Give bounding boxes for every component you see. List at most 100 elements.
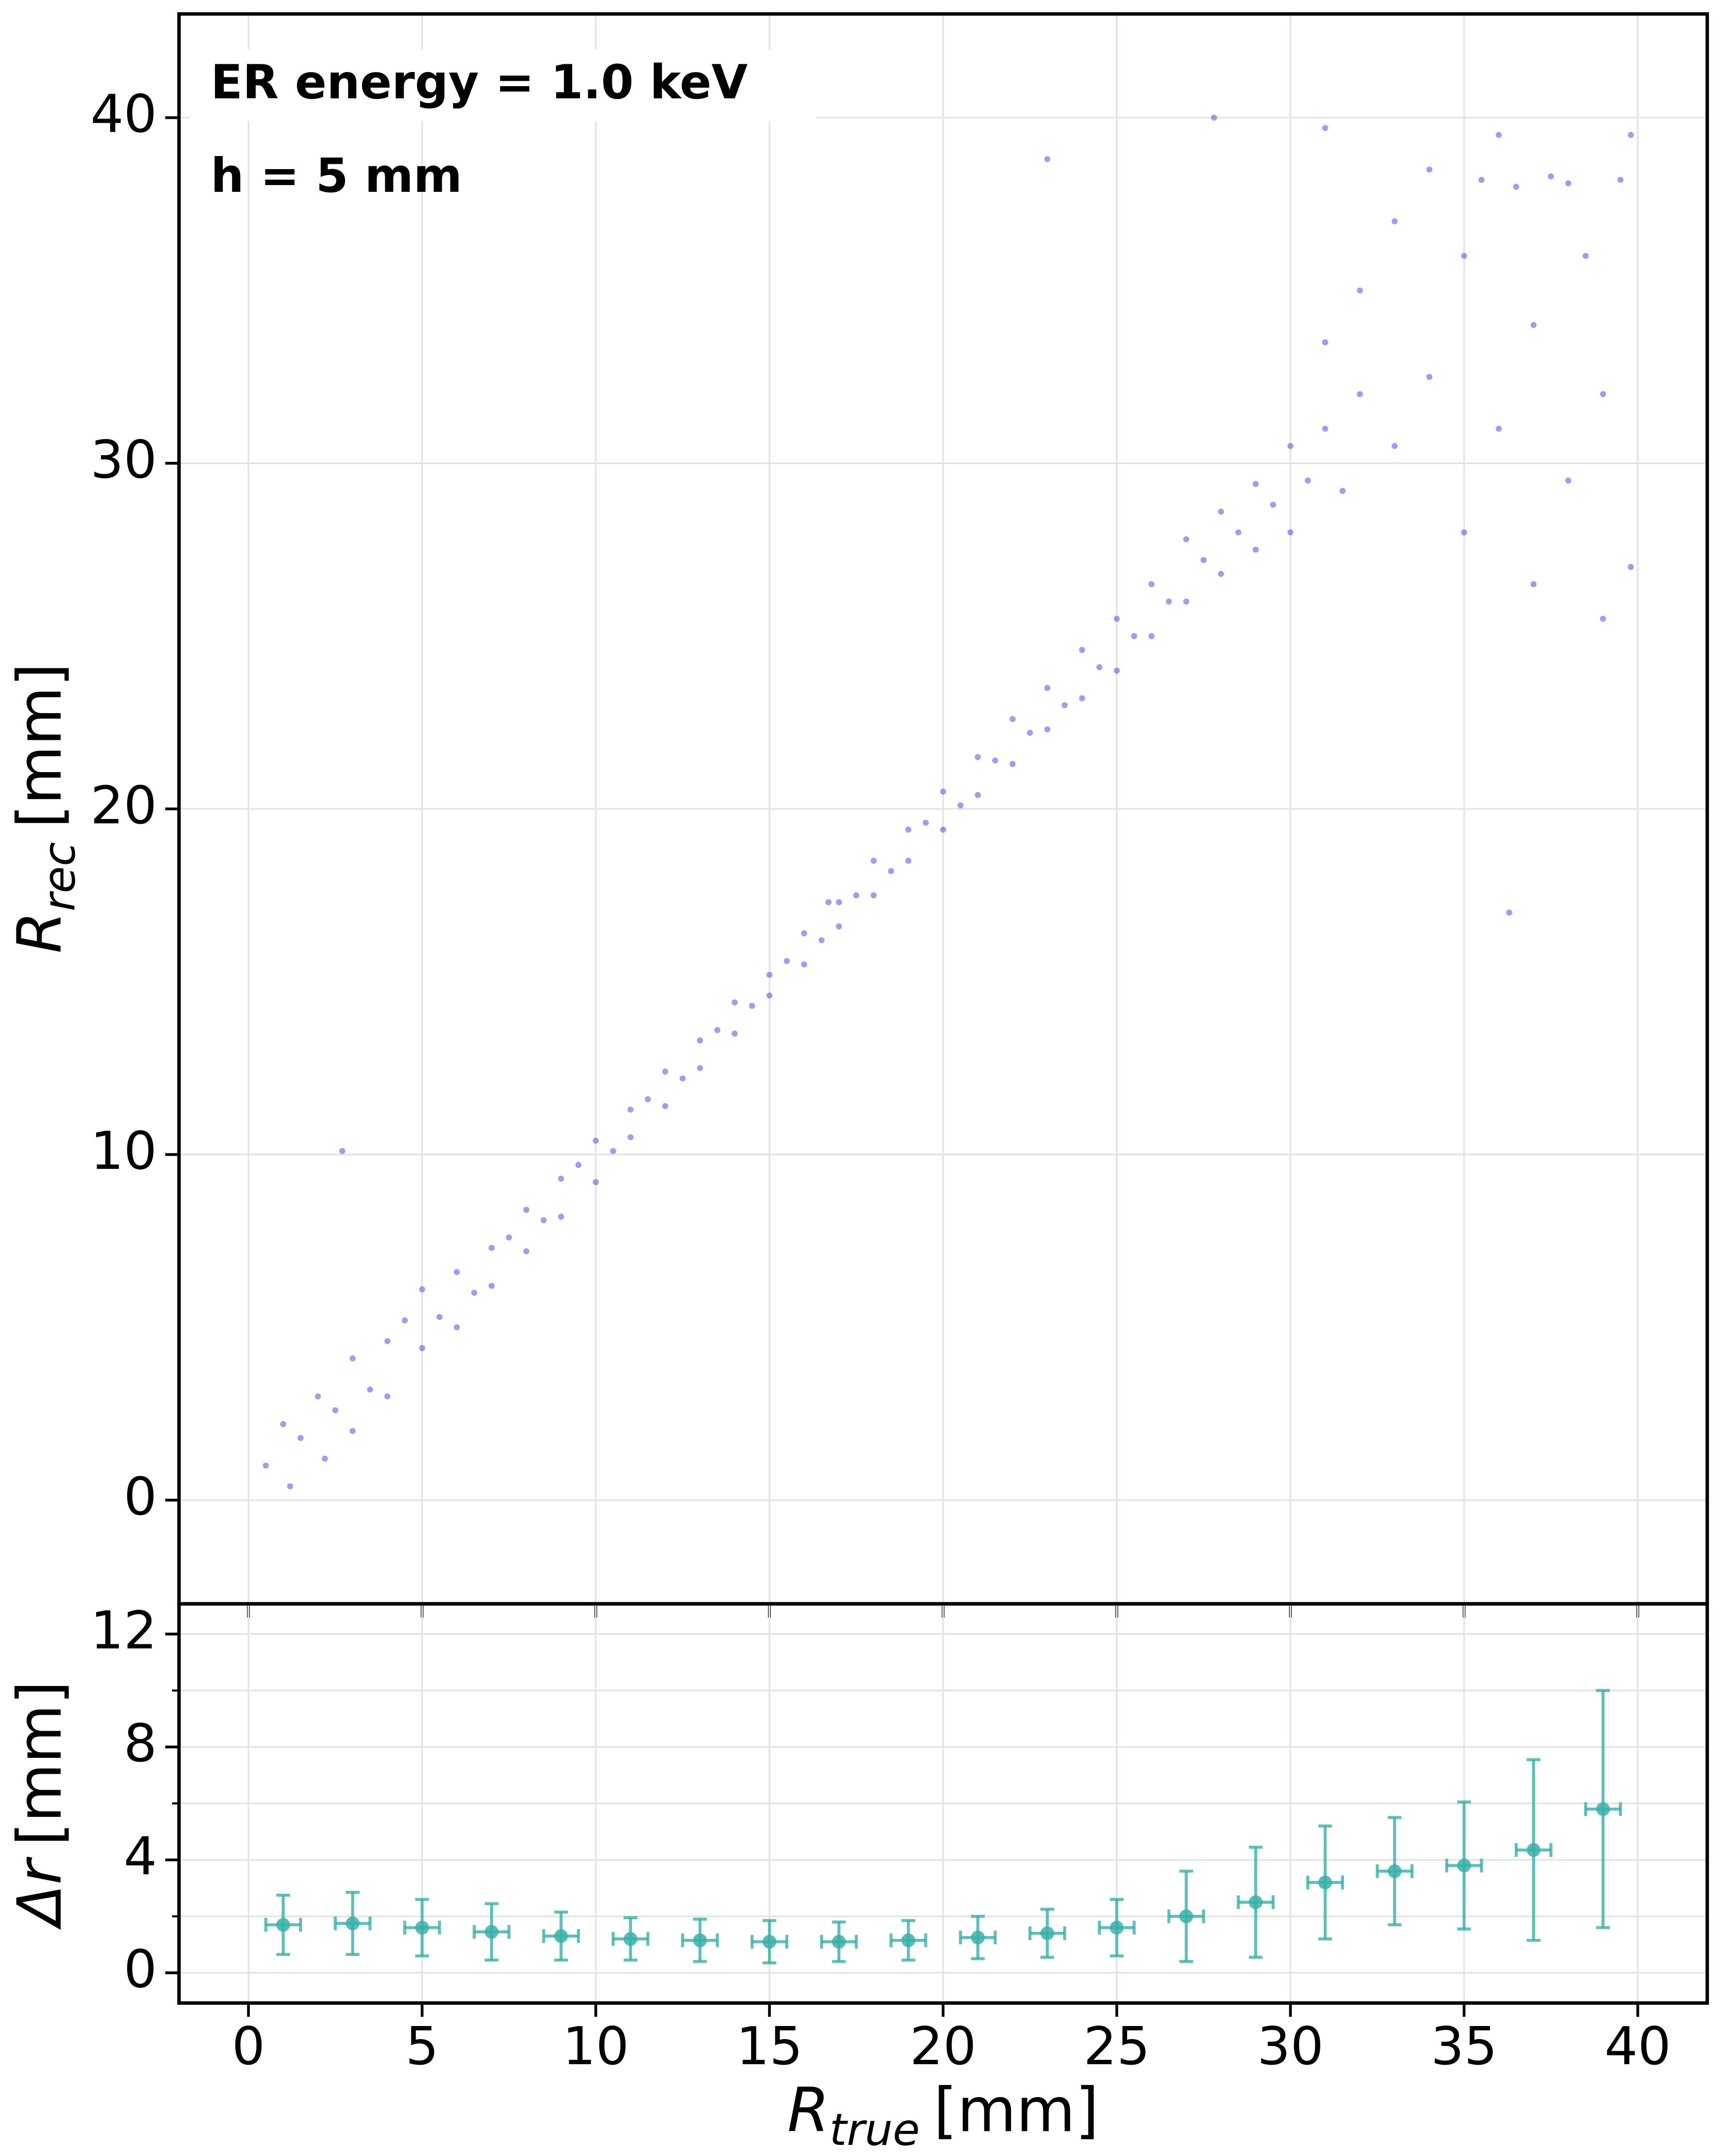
error-point	[1179, 1909, 1193, 1924]
scatter-point	[1218, 508, 1224, 515]
scatter-point	[627, 1134, 634, 1140]
scatter-point	[992, 757, 998, 764]
scatter-point	[402, 1317, 408, 1323]
scatter-point	[662, 1103, 668, 1109]
x-tick-label: 0	[232, 2016, 265, 2077]
y-tick-label: 4	[124, 1826, 157, 1887]
x-label-sub: true	[829, 2104, 920, 2156]
scatter-point	[680, 1075, 686, 1082]
scatter-point	[1252, 481, 1259, 487]
error-point	[1318, 1875, 1332, 1890]
error-point	[554, 1929, 568, 1943]
error-point	[971, 1930, 985, 1945]
scatter-point	[558, 1213, 564, 1220]
error-point	[762, 1935, 777, 1949]
scatter-point	[575, 1162, 582, 1168]
y-axis-label: Δr [mm]	[4, 1681, 75, 1930]
scatter-point	[1183, 598, 1189, 605]
y-label-base: R	[4, 911, 75, 953]
scatter-point	[1044, 156, 1051, 162]
scatter-point	[1547, 173, 1554, 180]
scatter-point	[339, 1148, 346, 1154]
y-label-unit: [mm]	[4, 663, 75, 828]
x-tick-label: 10	[563, 2016, 629, 2077]
scatter-point	[731, 999, 738, 1006]
scatter-point	[332, 1407, 339, 1413]
scatter-point	[488, 1282, 495, 1289]
scatter-point	[1166, 598, 1172, 605]
scatter-point	[506, 1234, 512, 1241]
scatter-point	[783, 958, 790, 964]
scatter-point	[1148, 581, 1155, 588]
scatter-point	[1391, 218, 1398, 225]
axes: 0 10 20 30 40	[90, 14, 1707, 1618]
scatter-point	[1496, 425, 1502, 432]
plot-layer: 0 10 20 30 40 0 5 10 15 20 25 30 35 40 0 4 8 12	[90, 12, 1709, 2077]
scatter-point	[1513, 184, 1519, 190]
scatter-point	[454, 1269, 460, 1275]
scatter-point	[1496, 131, 1502, 138]
scatter-point	[384, 1393, 390, 1400]
axes: 0 5 10 15 20 25 30 35 40 0 4 8 12	[90, 1600, 1707, 2077]
x-tick-label: 35	[1431, 2016, 1498, 2077]
x-tick-label: 30	[1257, 2016, 1324, 2077]
scatter-point	[1027, 730, 1033, 736]
scatter-point	[1530, 322, 1537, 328]
scatter-point	[1565, 477, 1572, 484]
scatter-point	[1426, 166, 1432, 173]
scatter-point	[523, 1207, 530, 1213]
x-label-unit: [mm]	[934, 2075, 1099, 2145]
scatter-point	[1287, 443, 1294, 449]
error-point	[346, 1916, 360, 1930]
x-tick-label: 25	[1084, 2016, 1150, 2077]
annotation: h = 5 mm	[211, 148, 462, 203]
annotation-box	[190, 49, 817, 122]
scatter-point	[1114, 616, 1120, 622]
x-axis-label: Rtrue [mm]	[787, 2075, 1099, 2155]
error-point	[1040, 1926, 1055, 1940]
scatter-point	[1183, 536, 1189, 543]
scatter-point	[870, 858, 877, 864]
scatter-point	[593, 1137, 599, 1144]
scatter-point	[419, 1345, 425, 1351]
y-tick-label: 10	[90, 1121, 157, 1181]
scatter-point	[1426, 374, 1432, 380]
error-point	[276, 1918, 290, 1932]
scatter-point	[1096, 664, 1103, 671]
scatter-point	[1357, 287, 1363, 294]
axes-frame	[177, 1602, 1709, 2005]
error-point	[1388, 1864, 1402, 1878]
scatter-point	[923, 819, 929, 826]
error-point	[1248, 1895, 1263, 1910]
scatter-point	[1391, 443, 1398, 449]
scatter-point	[975, 792, 981, 798]
scatter-point	[315, 1393, 321, 1400]
y-tick-label: 0	[124, 1939, 157, 2000]
scatter-point	[454, 1324, 460, 1331]
scatter-point	[1478, 176, 1485, 183]
annotation: ER energy = 1.0 keV	[211, 55, 748, 109]
scatter-point	[471, 1290, 477, 1296]
scatter-point	[436, 1314, 443, 1320]
scatter-point	[349, 1428, 356, 1434]
error-point	[1596, 1802, 1610, 1816]
scatter-point	[1218, 571, 1224, 577]
scatter-point	[888, 868, 894, 875]
scatter-point	[940, 789, 946, 795]
scatter-point	[825, 899, 832, 906]
y-label-unit: [mm]	[4, 1681, 75, 1846]
scatter-point	[957, 802, 964, 809]
scatter-point	[1322, 339, 1329, 345]
scatter-point	[870, 892, 877, 899]
scatter-point	[697, 1065, 703, 1071]
scatter-point	[1131, 633, 1137, 639]
scatter-point	[1009, 716, 1016, 722]
scatter-point	[1628, 564, 1634, 570]
error-point	[901, 1933, 915, 1947]
scatter-point	[1617, 176, 1624, 183]
scatter-point	[1235, 529, 1242, 536]
scatter-point	[1211, 115, 1217, 121]
scatter-point	[1339, 488, 1346, 494]
